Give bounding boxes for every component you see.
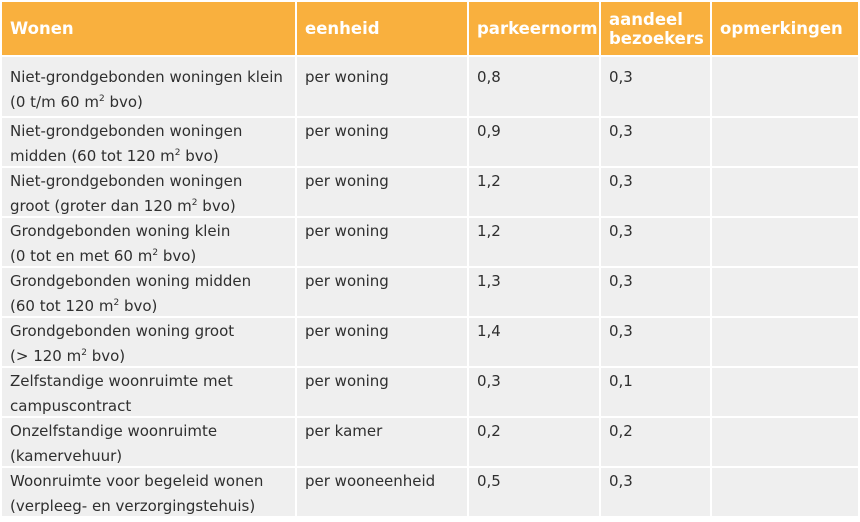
cell-wonen-line: Niet-grondgebonden woningen klein bbox=[10, 68, 283, 86]
cell-opmerkingen bbox=[712, 368, 858, 416]
cell-parkeernorm: 0,9 bbox=[469, 118, 599, 166]
cell-eenheid: per woning bbox=[297, 368, 467, 416]
cell-wonen-line: Zelfstandige woonruimte met bbox=[10, 372, 233, 390]
cell-wonen: Grondgebonden woning groot (> 120 m2 bvo) bbox=[2, 318, 295, 366]
cell-aandeel-bezoekers: 0,3 bbox=[601, 268, 710, 316]
cell-eenheid: per woning bbox=[297, 318, 467, 366]
cell-opmerkingen bbox=[712, 268, 858, 316]
cell-wonen-line: (verpleeg- en verzorgingstehuis) bbox=[10, 497, 256, 515]
cell-parkeernorm: 0,8 bbox=[469, 57, 599, 116]
cell-parkeernorm: 1,4 bbox=[469, 318, 599, 366]
cell-aandeel-bezoekers: 0,3 bbox=[601, 168, 710, 216]
cell-eenheid: per woning bbox=[297, 268, 467, 316]
cell-wonen: Woonruimte voor begeleid wonen (verpleeg-… bbox=[2, 468, 295, 516]
header-wonen: Wonen bbox=[2, 2, 295, 55]
header-aandeel-bezoekers: aandeel bezoekers bbox=[601, 2, 710, 55]
cell-eenheid: per woning bbox=[297, 218, 467, 266]
cell-wonen: Niet-grondgebonden woningen klein (0 t/m … bbox=[2, 57, 295, 116]
cell-wonen-line: Niet-grondgebonden woningen bbox=[10, 122, 243, 140]
cell-eenheid: per kamer bbox=[297, 418, 467, 466]
cell-opmerkingen bbox=[712, 218, 858, 266]
cell-wonen: Grondgebonden woning klein (0 tot en met … bbox=[2, 218, 295, 266]
cell-wonen-line: Grondgebonden woning groot bbox=[10, 322, 235, 340]
cell-parkeernorm: 0,2 bbox=[469, 418, 599, 466]
cell-aandeel-bezoekers: 0,3 bbox=[601, 57, 710, 116]
header-eenheid: eenheid bbox=[297, 2, 467, 55]
cell-eenheid: per woning bbox=[297, 168, 467, 216]
cell-aandeel-bezoekers: 0,3 bbox=[601, 318, 710, 366]
cell-wonen-line: midden (60 tot 120 m2 bvo) bbox=[10, 147, 219, 165]
cell-wonen: Niet-grondgebonden woningen groot (groter… bbox=[2, 168, 295, 216]
cell-eenheid: per woning bbox=[297, 118, 467, 166]
cell-wonen-line: Niet-grondgebonden woningen bbox=[10, 172, 243, 190]
cell-wonen-line: Grondgebonden woning klein bbox=[10, 222, 231, 240]
cell-opmerkingen bbox=[712, 468, 858, 516]
cell-opmerkingen bbox=[712, 57, 858, 116]
cell-opmerkingen bbox=[712, 318, 858, 366]
cell-wonen-line: Grondgebonden woning midden bbox=[10, 272, 252, 290]
cell-wonen-line: (> 120 m2 bvo) bbox=[10, 347, 126, 365]
cell-parkeernorm: 0,5 bbox=[469, 468, 599, 516]
cell-wonen-line: (60 tot 120 m2 bvo) bbox=[10, 297, 158, 315]
cell-aandeel-bezoekers: 0,1 bbox=[601, 368, 710, 416]
cell-parkeernorm: 1,2 bbox=[469, 218, 599, 266]
cell-eenheid: per woning bbox=[297, 57, 467, 116]
cell-eenheid: per wooneenheid bbox=[297, 468, 467, 516]
cell-aandeel-bezoekers: 0,3 bbox=[601, 468, 710, 516]
cell-aandeel-bezoekers: 0,2 bbox=[601, 418, 710, 466]
cell-opmerkingen bbox=[712, 168, 858, 216]
cell-wonen: Onzelfstandige woonruimte (kamervehuur) bbox=[2, 418, 295, 466]
cell-parkeernorm: 1,3 bbox=[469, 268, 599, 316]
cell-opmerkingen bbox=[712, 118, 858, 166]
cell-wonen-line: groot (groter dan 120 m2 bvo) bbox=[10, 197, 236, 215]
cell-wonen-line: (0 tot en met 60 m2 bvo) bbox=[10, 247, 197, 265]
cell-wonen-line: Woonruimte voor begeleid wonen bbox=[10, 472, 264, 490]
cell-aandeel-bezoekers: 0,3 bbox=[601, 218, 710, 266]
cell-wonen: Zelfstandige woonruimte met campuscontrac… bbox=[2, 368, 295, 416]
cell-parkeernorm: 0,3 bbox=[469, 368, 599, 416]
cell-opmerkingen bbox=[712, 418, 858, 466]
cell-aandeel-bezoekers: 0,3 bbox=[601, 118, 710, 166]
cell-wonen-line: (kamervehuur) bbox=[10, 447, 123, 465]
cell-wonen-line: Onzelfstandige woonruimte bbox=[10, 422, 218, 440]
header-opmerkingen: opmerkingen bbox=[712, 2, 858, 55]
cell-wonen: Niet-grondgebonden woningen midden (60 to… bbox=[2, 118, 295, 166]
cell-wonen-line: (0 t/m 60 m2 bvo) bbox=[10, 93, 143, 111]
header-parkeernorm: parkeernorm bbox=[469, 2, 599, 55]
cell-parkeernorm: 1,2 bbox=[469, 168, 599, 216]
cell-wonen-line: campuscontract bbox=[10, 397, 132, 415]
cell-wonen: Grondgebonden woning midden (60 tot 120 m… bbox=[2, 268, 295, 316]
